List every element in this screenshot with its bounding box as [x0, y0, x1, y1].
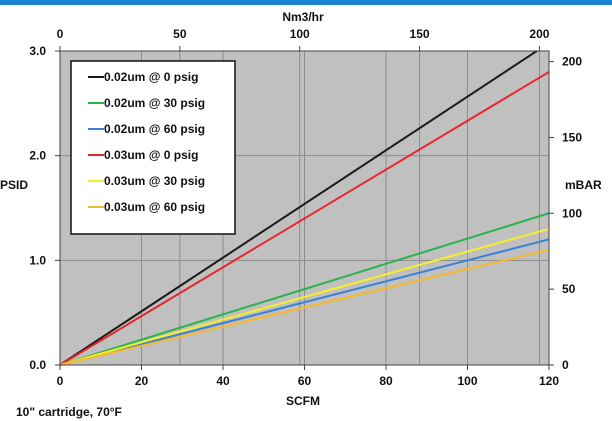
x-tick-label: 40 — [216, 374, 230, 388]
y-tick-label: 2.0 — [29, 149, 46, 163]
top-axis-label: Nm3/hr — [282, 10, 324, 24]
top-tick-label: 150 — [410, 27, 430, 41]
series-lines — [59, 50, 550, 366]
series-line — [59, 238, 550, 366]
right-tick-label: 50 — [562, 282, 576, 296]
series-line — [59, 71, 550, 366]
series-line — [59, 212, 550, 366]
right-tick-label: 150 — [562, 130, 582, 144]
legend-box — [70, 60, 236, 235]
top-tick-label: 0 — [57, 27, 64, 41]
right-tick-label: 200 — [562, 55, 582, 69]
legend-label: 0.03um @ 60 psig — [104, 200, 205, 214]
x-tick-label: 0 — [57, 374, 64, 388]
x-tick-label: 80 — [379, 374, 393, 388]
top-tick-label: 200 — [529, 27, 549, 41]
legend: 0.02um @ 0 psig 0.02um @ 30 psig 0.02um @ … — [70, 60, 236, 235]
right-axis-label: mBAR — [565, 178, 602, 192]
legend-label: 0.03um @ 30 psig — [104, 174, 205, 188]
legend-label: 0.03um @ 0 psig — [104, 148, 198, 162]
legend-label: 0.02um @ 0 psig — [104, 70, 198, 84]
series-line — [59, 50, 538, 366]
x-tick-label: 20 — [135, 374, 149, 388]
cartridge-note: 10" cartridge, 70°F — [16, 405, 122, 419]
y-tick-label: 1.0 — [29, 253, 46, 267]
right-tick-label: 0 — [562, 358, 569, 372]
right-tick-label: 100 — [562, 206, 582, 220]
series-line — [59, 227, 550, 366]
x-tick-label: 100 — [457, 374, 477, 388]
x-tick-label: 120 — [539, 374, 559, 388]
top-tick-label: 50 — [173, 27, 187, 41]
tick-labels: 0 20 40 60 80 100 120 0.0 1.0 2.0 3.0 0 50 100 150 200 0… — [29, 27, 582, 388]
legend-label: 0.02um @ 60 psig — [104, 122, 205, 136]
y-tick-label: 0.0 — [29, 358, 46, 372]
legend-label: 0.02um @ 30 psig — [104, 96, 205, 110]
y-axis-label: PSID — [0, 178, 28, 192]
top-tick-label: 100 — [290, 27, 310, 41]
series-line — [59, 248, 550, 366]
top-accent-bar — [0, 0, 612, 5]
y-tick-label: 3.0 — [29, 44, 46, 58]
x-tick-label: 60 — [298, 374, 312, 388]
x-axis-label: SCFM — [286, 394, 320, 408]
